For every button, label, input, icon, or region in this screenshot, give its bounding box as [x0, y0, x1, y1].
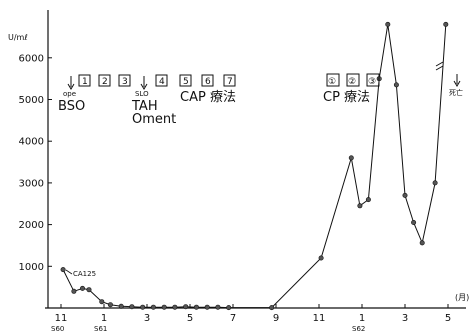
data-point	[348, 155, 354, 161]
x-tick-label: 1	[101, 313, 107, 324]
x-tick-label: 11	[313, 313, 326, 324]
y-tick-label: 3000	[19, 178, 44, 189]
cp-course-2-label: ②	[348, 77, 356, 87]
data-point	[107, 302, 113, 308]
data-point	[80, 285, 86, 291]
data-point	[357, 203, 363, 209]
data-point	[172, 304, 178, 310]
x-year-label: S61	[94, 325, 107, 333]
x-tick-label: 1	[359, 313, 365, 324]
course-box-2-label: 2	[102, 77, 108, 87]
course-box-2	[98, 74, 111, 87]
data-point	[385, 21, 391, 27]
treatment-annotations-right: ① ② ③ CP 療法 死亡	[323, 73, 463, 105]
x-tick-label: 11	[55, 313, 68, 324]
course-box-6-label: 6	[205, 77, 211, 87]
series-group	[60, 21, 449, 311]
course-box-5-label: 5	[183, 77, 189, 87]
data-point	[432, 180, 438, 186]
y-unit-label: U/mℓ	[8, 33, 28, 42]
data-point	[393, 82, 399, 88]
course-box-7-label: 7	[227, 77, 233, 87]
data-point	[118, 303, 124, 309]
course-box-1-label: 1	[82, 77, 88, 87]
data-point	[215, 304, 221, 310]
death-label: 死亡	[449, 88, 463, 97]
course-box-4	[155, 74, 168, 87]
y-tick-group: 1000 2000 3000 4000 5000 6000	[19, 53, 52, 273]
oment-label: Oment	[132, 112, 176, 127]
y-tick-label: 2000	[19, 220, 44, 231]
cap-therapy-label: CAP 療法	[180, 90, 236, 105]
data-point	[161, 304, 167, 310]
data-point	[99, 299, 105, 305]
slo-arrowhead	[140, 83, 148, 90]
course-box-4-label: 4	[159, 77, 165, 87]
cp-course-1-label: ①	[328, 77, 336, 87]
x-tick-label: 3	[144, 313, 150, 324]
x-tick-label: 7	[230, 313, 236, 324]
data-point	[86, 287, 92, 293]
data-point	[204, 304, 210, 310]
course-box-3-label: 3	[122, 77, 128, 87]
data-point	[150, 304, 156, 310]
series-line	[62, 24, 447, 309]
data-point	[183, 304, 189, 310]
x-year-label: S62	[352, 325, 365, 333]
data-point	[193, 304, 199, 310]
data-point	[419, 240, 425, 246]
x-tick-label: 5	[445, 313, 451, 324]
y-tick-label: 4000	[19, 137, 44, 148]
ope-label: ope	[63, 90, 76, 98]
slo-label: SLO	[135, 90, 149, 98]
treatment-annotations-left: ope BSO 1 2 3 SLO TAH Oment 4 5 6 7 CAP …	[58, 74, 236, 127]
x-tick-label: 9	[273, 313, 279, 324]
y-tick-label: 5000	[19, 95, 44, 106]
cp-course-3-label: ③	[368, 77, 376, 87]
course-box-1	[78, 74, 91, 87]
data-point	[129, 304, 135, 310]
cp-therapy-label: CP 療法	[323, 90, 370, 105]
cp-course-box-1	[326, 73, 340, 87]
data-point	[60, 267, 66, 273]
series-name-label: CA125	[73, 270, 96, 278]
x-tick-label: 5	[187, 313, 193, 324]
tah-label: TAH	[131, 99, 158, 114]
course-box-3	[118, 74, 131, 87]
x-unit-label: (月)	[455, 293, 469, 302]
course-box-5	[179, 74, 192, 87]
data-point	[411, 220, 417, 226]
y-tick-label: 1000	[19, 262, 44, 273]
death-arrowhead	[453, 80, 461, 87]
data-point	[269, 305, 275, 311]
ope-arrowhead	[67, 83, 75, 90]
course-box-6	[201, 74, 214, 87]
course-box-7	[223, 74, 236, 87]
series-label-leader	[65, 269, 73, 275]
data-point	[402, 192, 408, 198]
cp-course-box-3	[366, 73, 380, 87]
x-tick-label: 3	[402, 313, 408, 324]
x-year-label: S60	[51, 325, 64, 333]
cp-course-box-2	[346, 73, 360, 87]
axis-break-mark	[435, 61, 444, 71]
y-tick-label: 6000	[19, 53, 44, 64]
data-point	[226, 305, 232, 311]
data-point	[140, 304, 146, 310]
data-point	[443, 21, 449, 27]
data-point	[71, 288, 77, 294]
data-point	[318, 255, 324, 261]
bso-label: BSO	[58, 99, 85, 114]
data-point	[365, 197, 371, 203]
